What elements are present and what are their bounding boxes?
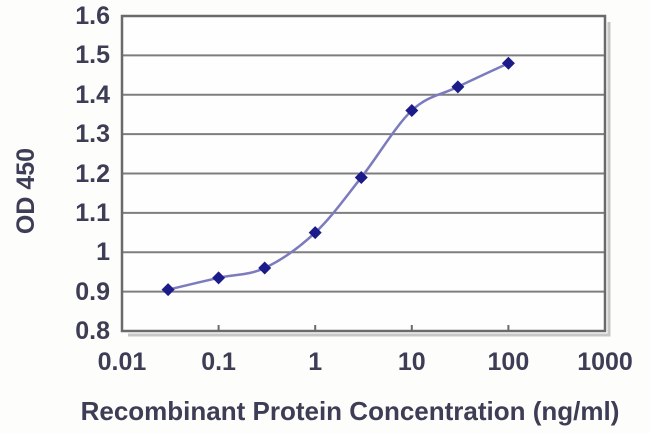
series-line bbox=[167, 62, 509, 291]
plot-frame bbox=[120, 14, 607, 333]
diamond-marker bbox=[405, 104, 419, 117]
y-tick-label: 1 bbox=[96, 238, 110, 267]
x-tick-label: 100 bbox=[487, 348, 530, 376]
y-tick-label: 0.9 bbox=[75, 277, 110, 306]
y-tick-label: 1.5 bbox=[75, 41, 110, 70]
x-tick-label: 0.1 bbox=[201, 348, 236, 376]
diamond-marker bbox=[501, 56, 515, 70]
x-tick-label: 10 bbox=[397, 348, 426, 376]
y-tick-label: 1.2 bbox=[75, 159, 110, 188]
x-tick-label: 1 bbox=[308, 348, 323, 376]
diamond-marker bbox=[161, 283, 175, 297]
y-tick-label: 1.4 bbox=[75, 80, 110, 109]
diamond-marker bbox=[308, 226, 322, 240]
x-axis-title: Recombinant Protein Concentration (ng/ml… bbox=[80, 396, 620, 426]
frame-shadow bbox=[128, 22, 611, 337]
y-tick-label: 1.6 bbox=[75, 2, 110, 30]
x-tick-label: 0.01 bbox=[97, 348, 147, 376]
y-tick-label: 0.8 bbox=[75, 317, 110, 345]
diamond-marker bbox=[258, 261, 272, 275]
diamond-marker bbox=[451, 80, 465, 94]
diamond-marker bbox=[354, 170, 368, 184]
x-tick-label: 1000 bbox=[577, 348, 633, 376]
diamond-marker bbox=[212, 271, 226, 285]
y-tick-label: 1.3 bbox=[75, 120, 110, 149]
y-tick-label: 1.1 bbox=[75, 198, 110, 227]
y-axis-title: OD 450 bbox=[12, 147, 40, 235]
